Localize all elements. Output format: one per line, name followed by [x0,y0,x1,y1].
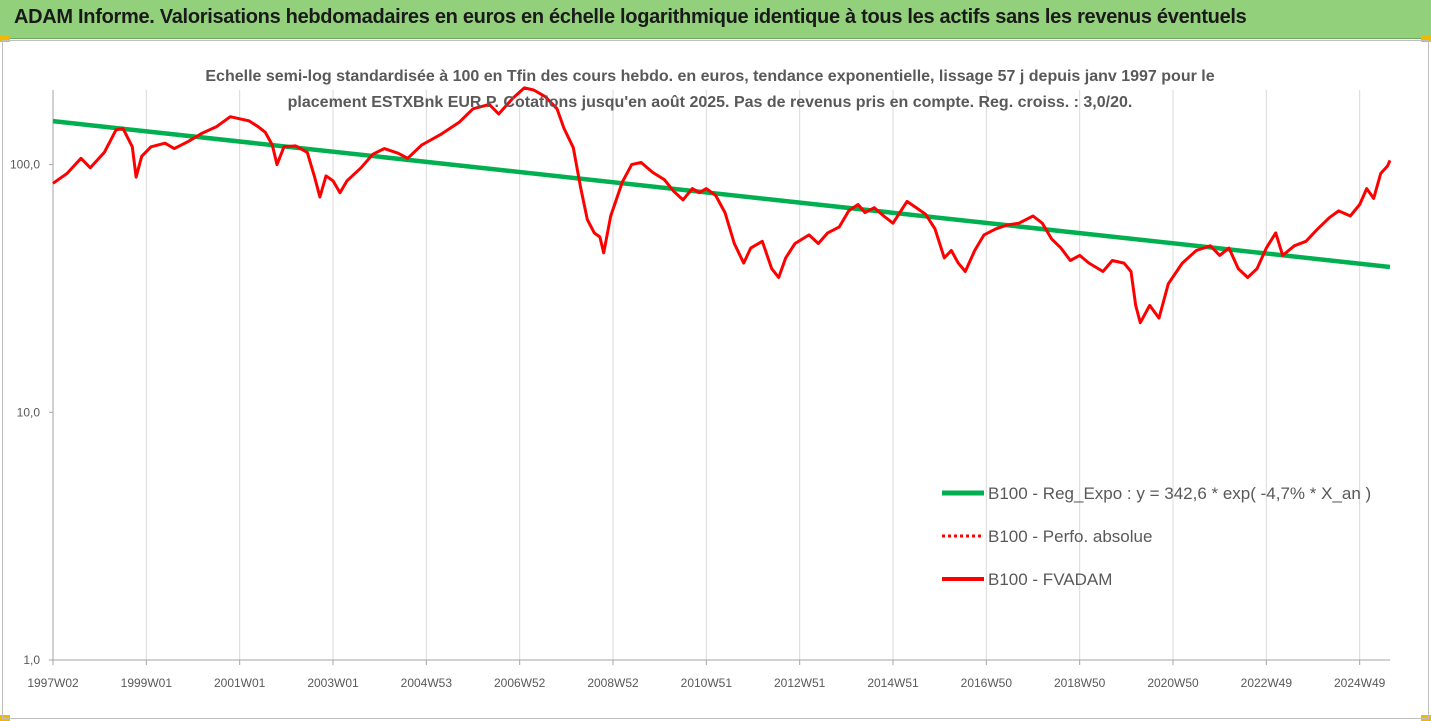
x-tick-label: 2018W50 [1054,676,1106,690]
legend-label: B100 - FVADAM [988,570,1112,589]
page-title: ADAM Informe. Valorisations hebdomadaire… [14,6,1247,28]
legend-label: B100 - Perfo. absolue [988,527,1152,546]
y-tick-label: 1,0 [23,653,40,667]
x-tick-label: 2006W52 [494,676,546,690]
x-tick-label: 2003W01 [307,676,359,690]
x-tick-label: 2024W49 [1334,676,1386,690]
x-tick-label: 2014W51 [867,676,919,690]
x-tick-label: 2022W49 [1241,676,1293,690]
header-bar: ADAM Informe. Valorisations hebdomadaire… [0,0,1431,39]
chart-title-line1: Echelle semi-log standardisée à 100 en T… [205,68,1215,85]
corner-marker-left [0,36,10,42]
y-tick-label: 100,0 [10,158,40,172]
x-tick-label: 2004W53 [401,676,453,690]
x-tick-label: 1999W01 [121,676,173,690]
fvadam-line [52,86,1392,325]
chart-frame [2,40,1429,719]
x-tick-label: 2010W51 [681,676,733,690]
x-tick-label: 2008W52 [587,676,639,690]
x-tick-label: 1997W02 [27,676,79,690]
x-tick-label: 2020W50 [1147,676,1199,690]
trend-line [52,118,1391,270]
x-tick-label: 2012W51 [774,676,826,690]
x-tick-label: 2001W01 [214,676,266,690]
corner-marker-right [1421,36,1431,42]
legend-label: B100 - Reg_Expo : y = 342,6 * exp( -4,7%… [988,484,1371,503]
chart-title: Echelle semi-log standardisée à 100 en T… [170,64,1250,116]
chart-title-line2: placement ESTXBnk EUR P. Cotations jusqu… [287,94,1133,111]
y-tick-label: 10,0 [17,405,41,419]
x-tick-label: 2016W50 [961,676,1013,690]
